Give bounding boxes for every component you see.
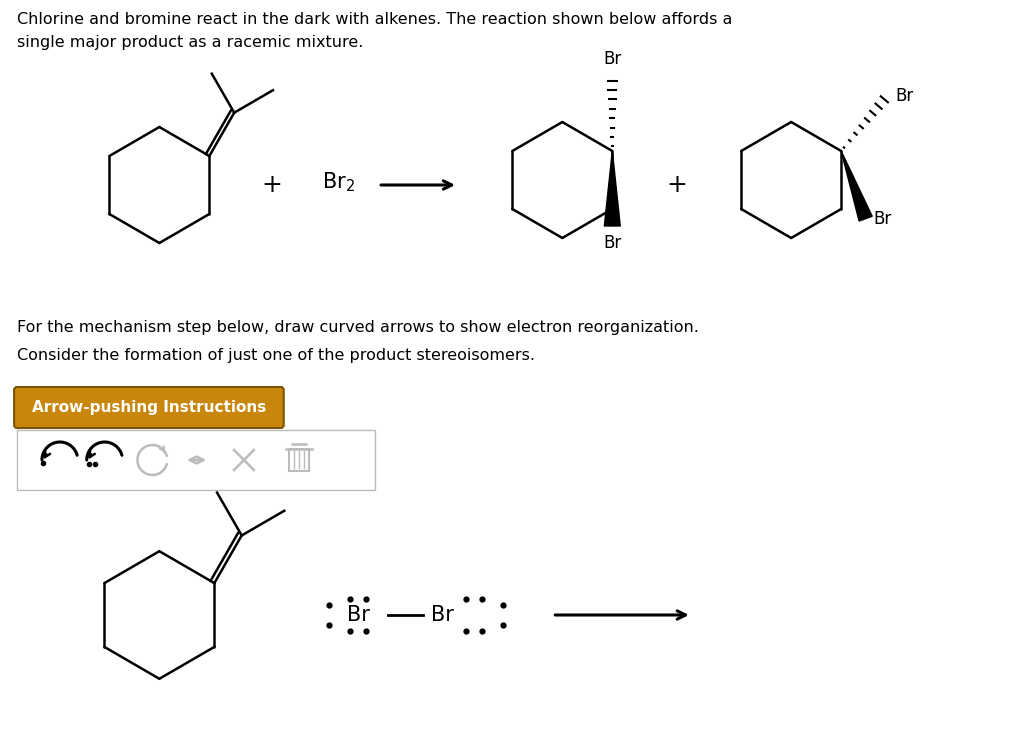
Text: Br$_2$: Br$_2$ xyxy=(322,170,355,194)
Text: Consider the formation of just one of the product stereoisomers.: Consider the formation of just one of th… xyxy=(17,348,536,363)
Text: Br: Br xyxy=(895,87,913,105)
FancyBboxPatch shape xyxy=(14,387,284,428)
Text: Chlorine and bromine react in the dark with alkenes. The reaction shown below af: Chlorine and bromine react in the dark w… xyxy=(17,12,732,27)
Text: +: + xyxy=(667,173,687,197)
Text: +: + xyxy=(261,173,283,197)
Bar xyxy=(289,449,308,471)
Polygon shape xyxy=(604,151,621,226)
Text: Br: Br xyxy=(431,605,455,625)
Text: single major product as a racemic mixture.: single major product as a racemic mixtur… xyxy=(17,35,364,50)
Text: Br: Br xyxy=(603,234,622,252)
Polygon shape xyxy=(841,151,872,221)
Text: Br: Br xyxy=(347,605,370,625)
Bar xyxy=(17,430,375,490)
Text: For the mechanism step below, draw curved arrows to show electron reorganization: For the mechanism step below, draw curve… xyxy=(17,320,699,335)
Text: Arrow-pushing Instructions: Arrow-pushing Instructions xyxy=(32,400,266,415)
Text: Br: Br xyxy=(873,210,892,228)
Text: Br: Br xyxy=(603,50,622,68)
